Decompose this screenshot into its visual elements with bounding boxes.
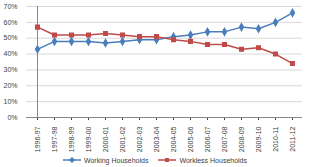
svg-text:2009-10: 2009-10: [255, 126, 262, 152]
svg-text:10%: 10%: [3, 98, 17, 105]
html-text:Workless Households: Workless Households: [179, 156, 247, 164]
svg-text:2008-09: 2008-09: [238, 126, 245, 152]
svg-text:30%: 30%: [3, 66, 17, 73]
svg-text:0%: 0%: [7, 114, 17, 121]
svg-text:2001-02: 2001-02: [119, 126, 126, 152]
svg-text:60%: 60%: [3, 19, 17, 26]
svg-text:1998-99: 1998-99: [68, 126, 75, 152]
html-text:Working Households: Working Households: [84, 156, 149, 164]
svg-text:50%: 50%: [3, 34, 17, 41]
svg-text:2000-01: 2000-01: [102, 126, 109, 152]
svg-text:1997-98: 1997-98: [51, 126, 58, 152]
svg-text:1996-97: 1996-97: [34, 126, 41, 152]
svg-text:2011-12: 2011-12: [289, 126, 296, 151]
svg-text:2010-11: 2010-11: [272, 126, 279, 151]
svg-text:1999-00: 1999-00: [85, 126, 92, 152]
svg-text:2002-03: 2002-03: [136, 126, 143, 152]
svg-text:40%: 40%: [3, 50, 17, 57]
svg-text:2006-07: 2006-07: [204, 126, 211, 152]
svg-text:2007-08: 2007-08: [221, 126, 228, 152]
svg-text:20%: 20%: [3, 82, 17, 89]
svg-text:2004-05: 2004-05: [170, 126, 177, 152]
svg-text:70%: 70%: [3, 3, 17, 10]
svg-text:2005-06: 2005-06: [187, 126, 194, 152]
svg-text:2003-04: 2003-04: [153, 126, 160, 152]
